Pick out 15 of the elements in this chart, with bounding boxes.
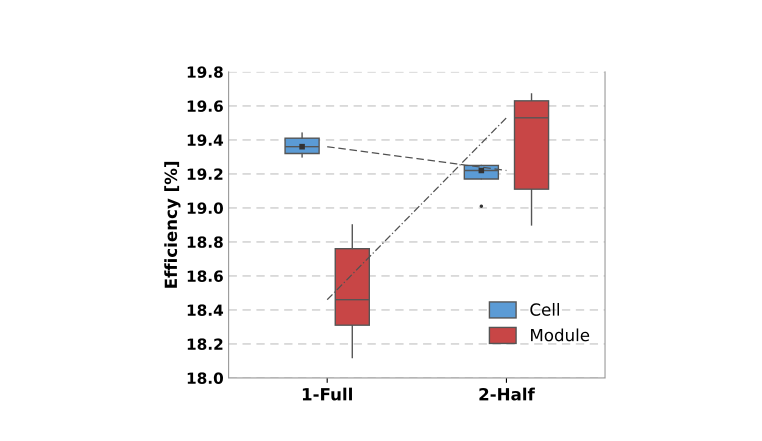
y-tick-label: 19.8 (188, 66, 223, 78)
x-tick-label: 1-Full (302, 388, 352, 401)
y-tick-label: 18.0 (188, 372, 224, 384)
y-tick-label: 19.2 (188, 168, 222, 180)
legend-label: Cell (530, 302, 560, 316)
y-tick-label: 19.6 (188, 100, 223, 112)
y-tick-label: 18.6 (188, 270, 223, 282)
legend-label: Module (531, 328, 590, 342)
y-tick-label: 18.8 (188, 236, 223, 248)
y-tick-label: 18.4 (188, 304, 224, 316)
y-tick-label: 18.2 (188, 338, 222, 350)
x-tick-label: 2-Half (479, 388, 535, 401)
y-tick-label: 19.0 (188, 202, 224, 214)
y-axis-title: Efficiency [%] (164, 162, 180, 288)
y-tick-label: 19.4 (188, 134, 224, 146)
